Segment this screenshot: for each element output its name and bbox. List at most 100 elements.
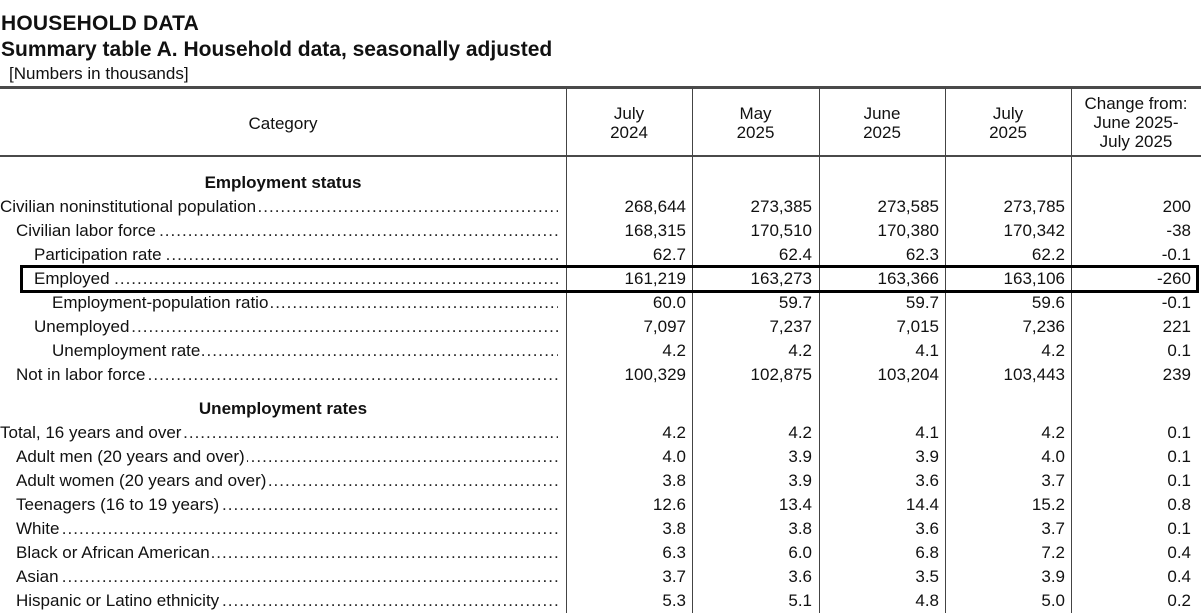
cell-value: 15.2	[1031, 495, 1065, 514]
row-label: Employment-population ratio	[52, 291, 271, 315]
row-label-text: Civilian noninstitutional population	[0, 197, 259, 216]
cell-value: 4.2	[662, 341, 686, 360]
cell-value: 3.6	[915, 471, 939, 490]
table-row-unemployment-rate: ........................................…	[0, 339, 1201, 363]
cell-value: 161,219	[624, 269, 686, 288]
cell-value: 4.2	[1041, 423, 1065, 442]
leader-dots: ........................................…	[34, 269, 558, 288]
cell-value: 6.8	[915, 543, 939, 562]
column-header-may-2025: May 2025	[692, 104, 819, 142]
document-title: HOUSEHOLD DATA	[1, 12, 200, 35]
table-row-black-or-african-american: ........................................…	[0, 541, 1201, 565]
cell-value: 3.7	[1041, 519, 1065, 538]
cell-value: 4.2	[788, 423, 812, 442]
row-label-text: White	[16, 519, 62, 538]
header-line: June	[863, 104, 901, 123]
cell-value: 163,273	[750, 269, 812, 288]
table-row-adult-men: ........................................…	[0, 445, 1201, 469]
cell-value: 59.6	[1031, 293, 1065, 312]
cell-value: 3.5	[915, 567, 939, 586]
cell-value: 168,315	[624, 221, 686, 240]
table-row-white: ........................................…	[0, 517, 1201, 541]
cell-value: 4.1	[915, 423, 939, 442]
table-top-rule	[0, 86, 1201, 89]
table-row-adult-women: ........................................…	[0, 469, 1201, 493]
units-note: [Numbers in thousands]	[9, 64, 189, 83]
employed-row-highlight-box	[20, 265, 1199, 293]
row-label-text: Asian	[16, 567, 61, 586]
cell-value: 4.8	[915, 591, 939, 610]
cell-value: 170,342	[1003, 221, 1065, 240]
row-label-text: Adult women (20 years and over)	[16, 471, 269, 490]
cell-value: 3.8	[788, 519, 812, 538]
cell-value: 0.8	[1167, 495, 1191, 514]
cell-value: 4.2	[662, 423, 686, 442]
cell-value: 0.4	[1167, 567, 1191, 586]
section-heading-unemployment-rates: Unemployment rates	[198, 399, 368, 418]
cell-value: 7,237	[769, 317, 812, 336]
header-line: July	[992, 104, 1024, 123]
column-header-july-2025: July 2025	[945, 104, 1071, 142]
cell-value: 6.3	[662, 543, 686, 562]
cell-value: 0.2	[1167, 591, 1191, 610]
cell-value: 62.3	[905, 245, 939, 264]
header-line: 2025	[863, 123, 901, 142]
cell-value: 3.9	[1041, 567, 1065, 586]
table-row-civilian-noninstitutional-population: ........................................…	[0, 195, 1201, 219]
cell-value: 13.4	[778, 495, 812, 514]
table-row-unemployed: ........................................…	[0, 315, 1201, 339]
cell-value: 239	[1162, 365, 1191, 384]
table-row-employed: ........................................…	[0, 267, 1201, 291]
column-header-july-2024: July 2024	[566, 104, 692, 142]
cell-value: 3.9	[788, 447, 812, 466]
column-divider	[566, 88, 567, 613]
row-label-text: Black or African American	[16, 543, 212, 562]
cell-value: 200	[1162, 197, 1191, 216]
cell-value: 6.0	[788, 543, 812, 562]
cell-value: 59.7	[905, 293, 939, 312]
cell-value: 4.2	[1041, 341, 1065, 360]
cell-value: 0.1	[1167, 423, 1191, 442]
column-header-june-2025: June 2025	[819, 104, 945, 142]
cell-value: 3.7	[1041, 471, 1065, 490]
cell-value: -0.1	[1161, 293, 1191, 312]
row-label: Black or African American	[16, 541, 212, 565]
header-line: June 2025-	[1093, 113, 1179, 132]
row-label: Civilian labor force	[16, 219, 158, 243]
cell-value: 12.6	[652, 495, 686, 514]
cell-value: 60.0	[652, 293, 686, 312]
row-label-text: Unemployment rate	[52, 341, 203, 360]
cell-value: 221	[1162, 317, 1191, 336]
header-line: 2024	[610, 123, 648, 142]
cell-value: 170,380	[877, 221, 939, 240]
row-label: Adult women (20 years and over)	[16, 469, 269, 493]
row-label: Unemployment rate	[52, 339, 203, 363]
row-label-text: Adult men (20 years and over)	[16, 447, 247, 466]
row-label: Not in labor force	[16, 363, 148, 387]
cell-value: 3.7	[662, 567, 686, 586]
row-label: Teenagers (16 to 19 years)	[16, 493, 222, 517]
cell-value: 0.1	[1167, 341, 1191, 360]
header-line: July	[613, 104, 645, 123]
cell-value: 273,785	[1003, 197, 1065, 216]
table-row-civilian-labor-force: ........................................…	[0, 219, 1201, 243]
leader-dots: ........................................…	[34, 245, 558, 264]
column-header-category: Category	[248, 114, 318, 133]
table-row-teenagers: ........................................…	[0, 493, 1201, 517]
cell-value: 5.1	[788, 591, 812, 610]
cell-value: 4.2	[788, 341, 812, 360]
table-row-employment-population-ratio: ........................................…	[0, 291, 1201, 315]
cell-value: 59.7	[778, 293, 812, 312]
section-heading-employment-status: Employment status	[204, 173, 362, 192]
cell-value: 3.8	[662, 519, 686, 538]
cell-value: 4.1	[915, 341, 939, 360]
cell-value: 102,875	[750, 365, 812, 384]
column-divider	[1071, 88, 1072, 613]
cell-value: 163,106	[1003, 269, 1065, 288]
row-label-text: Unemployed	[34, 317, 132, 336]
cell-value: 3.9	[915, 447, 939, 466]
row-label: Asian	[16, 565, 61, 589]
cell-value: 268,644	[624, 197, 686, 216]
cell-value: -38	[1166, 221, 1191, 240]
cell-value: 62.2	[1031, 245, 1065, 264]
